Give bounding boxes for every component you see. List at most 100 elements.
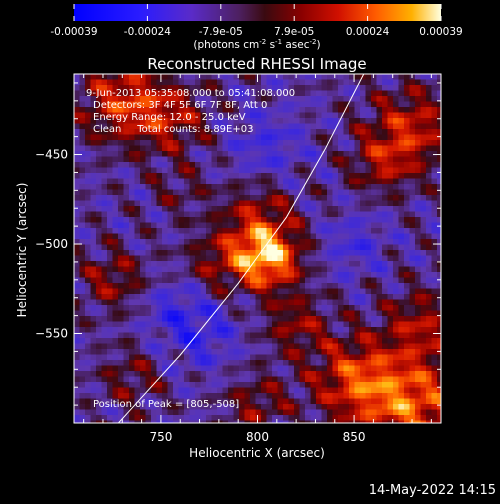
heatmap-cell [178,239,185,246]
heatmap-cell [129,217,136,224]
heatmap-cell [173,316,180,323]
heatmap-cell [294,134,301,141]
heatmap-cell [195,189,202,196]
heatmap-cell [431,409,438,416]
heatmap-cell [382,134,389,141]
heatmap-cell [239,118,246,125]
heatmap-cell [327,294,334,301]
heatmap-cell [277,233,284,240]
heatmap-cell [420,415,427,422]
heatmap-cell [107,294,114,301]
heatmap-cell [79,261,86,268]
heatmap-cell [184,134,191,141]
heatmap-cell [316,101,323,108]
heatmap-cell [294,371,301,378]
heatmap-cell [195,156,202,163]
heatmap-cell [398,393,405,400]
heatmap-cell [107,206,114,213]
heatmap-cell [316,404,323,411]
heatmap-cell [217,404,224,411]
heatmap-cell [409,250,416,257]
heatmap-cell [310,310,317,317]
heatmap-cell [272,409,279,416]
heatmap-cell [327,343,334,350]
heatmap-cell [118,321,125,328]
heatmap-cell [415,189,422,196]
heatmap-cell [321,305,328,312]
heatmap-cell [360,129,367,136]
heatmap-cell [195,178,202,185]
heatmap-cell [387,167,394,174]
heatmap-cell [288,151,295,158]
heatmap-cell [96,310,103,317]
heatmap-cell [321,261,328,268]
heatmap-cell [222,112,229,119]
heatmap-cell [173,365,180,372]
heatmap-cell [151,151,158,158]
heatmap-cell [261,376,268,383]
heatmap-cell [393,310,400,317]
heatmap-cell [173,338,180,345]
heatmap-cell [129,415,136,422]
heatmap-cell [437,112,441,119]
heatmap-cell [354,393,361,400]
heatmap-cell [426,261,433,268]
heatmap-cell [118,354,125,361]
heatmap-cell [173,107,180,114]
heatmap-cell [261,255,268,262]
heatmap-cell [409,277,416,284]
heatmap-cell [145,376,152,383]
heatmap-cell [228,107,235,114]
heatmap-cell [349,156,356,163]
heatmap-cell [123,294,130,301]
heatmap-cell [420,101,427,108]
heatmap-cell [327,233,334,240]
heatmap-cell [189,85,196,92]
heatmap-cell [321,404,328,411]
heatmap-cell [173,85,180,92]
heatmap-cell [189,255,196,262]
heatmap-cell [250,310,257,317]
heatmap-cell [151,239,158,246]
heatmap-cell [140,173,147,180]
heatmap-cell [145,261,152,268]
heatmap-cell [195,360,202,367]
heatmap-cell [167,305,174,312]
heatmap-cell [178,90,185,97]
heatmap-cell [338,217,345,224]
heatmap-cell [426,112,433,119]
heatmap-cell [134,151,141,158]
heatmap-cell [299,250,306,257]
heatmap-cell [200,387,207,394]
heatmap-cell [178,140,185,147]
heatmap-cell [96,376,103,383]
heatmap-cell [299,255,306,262]
heatmap-cell [349,338,356,345]
heatmap-cell [365,398,372,405]
heatmap-cell [90,398,97,405]
heatmap-cell [371,321,378,328]
heatmap-cell [211,107,218,114]
heatmap-cell [338,360,345,367]
heatmap-cell [294,85,301,92]
heatmap-cell [90,184,97,191]
heatmap-cell [277,129,284,136]
heatmap-cell [74,261,81,268]
heatmap-cell [250,266,257,273]
heatmap-cell [206,299,213,306]
heatmap-cell [354,327,361,334]
heatmap-cell [437,129,441,136]
heatmap-cell [272,134,279,141]
heatmap-cell [266,294,273,301]
heatmap-cell [272,283,279,290]
heatmap-cell [118,305,125,312]
heatmap-cell [294,173,301,180]
heatmap-cell [409,365,416,372]
heatmap-cell [420,398,427,405]
heatmap-cell [200,272,207,279]
heatmap-cell [376,277,383,284]
heatmap-cell [178,321,185,328]
heatmap-cell [156,294,163,301]
heatmap-cell [299,211,306,218]
heatmap-cell [156,151,163,158]
